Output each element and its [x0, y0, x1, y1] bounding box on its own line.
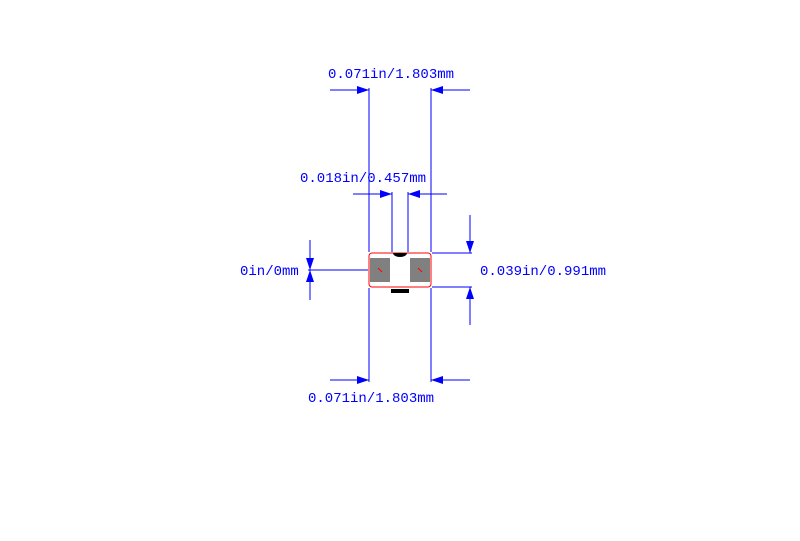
- dim-right-label: 0.039in/0.991mm: [480, 264, 606, 280]
- dim-top-label: 0.071in/1.803mm: [328, 67, 454, 83]
- dim-bot-label: 0.071in/1.803mm: [308, 391, 434, 407]
- dim-top: 0.071in/1.803mm: [328, 67, 470, 252]
- top-notch: [393, 253, 407, 257]
- footprint-drawing: 0.071in/1.803mm 0.018in/0.457mm 0.071in/…: [0, 0, 800, 541]
- dim-mid: 0.018in/0.457mm: [300, 171, 447, 252]
- bottom-mark: [391, 289, 409, 293]
- dim-left-label: 0in/0mm: [240, 264, 299, 280]
- dim-right: 0.039in/0.991mm: [432, 215, 606, 325]
- dim-mid-label: 0.018in/0.457mm: [300, 171, 426, 187]
- component-body: [369, 253, 431, 293]
- dim-left: 0in/0mm: [240, 240, 368, 300]
- dim-bot: 0.071in/1.803mm: [308, 288, 470, 407]
